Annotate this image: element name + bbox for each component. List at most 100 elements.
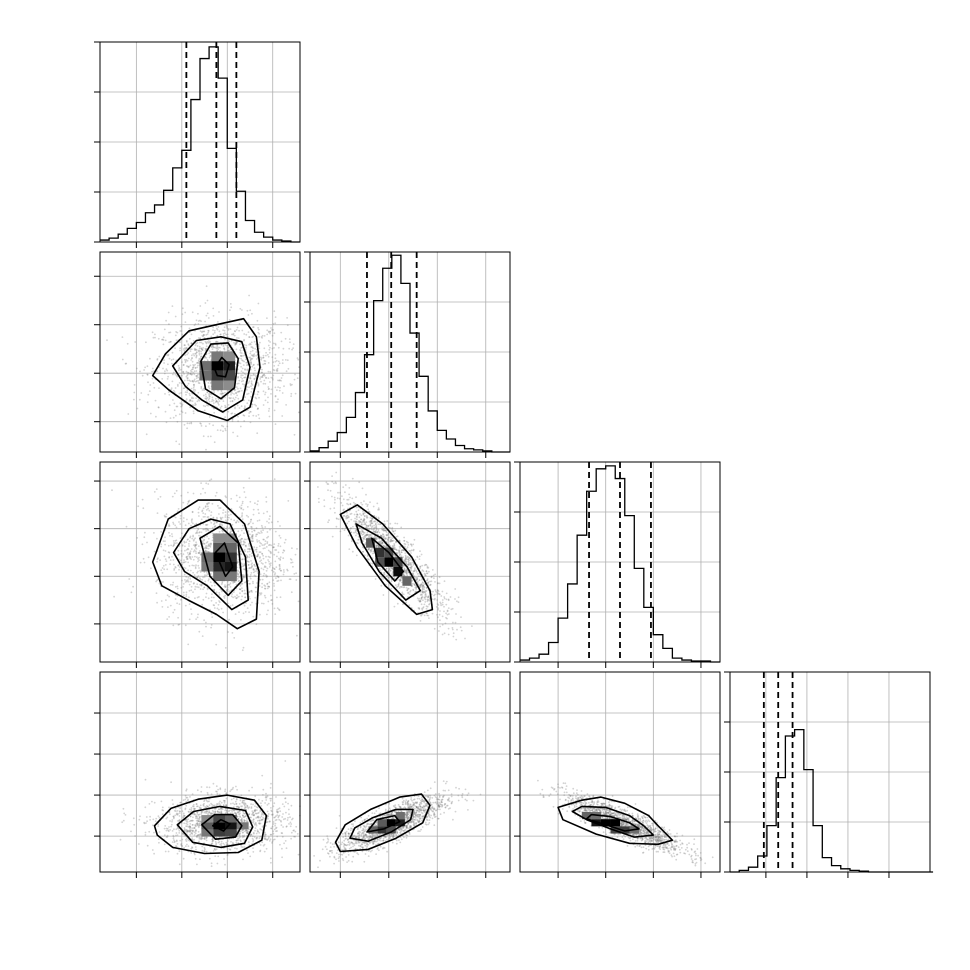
sample-point — [211, 616, 214, 618]
sample-point — [253, 564, 256, 566]
sample-point — [225, 324, 228, 327]
sample-point — [244, 592, 247, 595]
sample-point — [186, 518, 188, 521]
sample-point — [186, 391, 189, 394]
sample-point — [206, 359, 209, 361]
sample-point — [221, 392, 224, 395]
sample-point — [194, 404, 196, 406]
sample-point — [209, 573, 212, 575]
sample-point — [209, 340, 212, 343]
sample-point — [246, 309, 249, 312]
sample-point — [251, 354, 254, 357]
sample-point — [191, 368, 194, 371]
sample-point — [440, 595, 443, 597]
sample-point — [191, 511, 194, 514]
sample-point — [260, 530, 262, 532]
sample-point — [205, 425, 207, 428]
sample-point — [202, 335, 205, 338]
sample-point — [250, 383, 253, 385]
sample-point — [239, 588, 241, 591]
sample-point — [253, 363, 255, 366]
sample-point — [200, 347, 203, 350]
sample-point — [205, 342, 208, 345]
sample-point — [262, 557, 265, 560]
sample-point — [386, 520, 389, 522]
sample-point — [274, 613, 277, 615]
sample-point — [267, 535, 270, 538]
sample-point — [418, 600, 421, 603]
sample-point — [342, 498, 345, 501]
sample-point — [250, 385, 252, 388]
sample-point — [204, 574, 206, 576]
sample-point — [209, 355, 212, 357]
sample-point — [193, 364, 195, 367]
sample-point — [213, 411, 216, 414]
sample-point — [277, 379, 279, 382]
sample-point — [327, 483, 330, 485]
sample-point — [205, 547, 208, 549]
sample-point — [268, 522, 270, 524]
sample-point — [207, 435, 210, 438]
sample-point — [180, 559, 182, 562]
sample-point — [251, 365, 254, 368]
sample-point — [246, 393, 249, 395]
sample-point — [266, 613, 268, 616]
sample-point — [233, 581, 236, 583]
sample-point — [232, 333, 235, 336]
sample-point — [251, 601, 253, 604]
sample-point — [164, 564, 167, 566]
sample-point — [241, 514, 244, 516]
sample-point — [349, 527, 352, 530]
sample-point — [263, 347, 266, 350]
sample-point — [339, 497, 341, 500]
sample-point — [371, 517, 373, 520]
sample-point — [249, 574, 252, 576]
sample-point — [251, 312, 253, 315]
sample-point — [279, 386, 281, 389]
sample-point — [197, 545, 200, 547]
sample-point — [284, 538, 287, 541]
panel-1-0 — [94, 251, 301, 458]
sample-point — [249, 309, 252, 312]
sample-point — [202, 528, 205, 531]
sample-point — [202, 404, 205, 407]
sample-point — [164, 393, 166, 395]
sample-point — [270, 376, 273, 379]
sample-point — [216, 792, 219, 795]
sample-point — [235, 348, 238, 351]
sample-point — [208, 509, 211, 512]
contour-line — [171, 335, 251, 413]
sample-point — [187, 352, 190, 354]
sample-point — [235, 597, 238, 600]
sample-point — [231, 420, 234, 423]
sample-point — [238, 407, 241, 409]
sample-point — [176, 602, 179, 605]
sample-point — [196, 576, 199, 579]
sample-point — [210, 335, 213, 338]
sample-point — [268, 387, 270, 390]
sample-point — [229, 397, 232, 400]
sample-point — [140, 392, 143, 394]
sample-point — [412, 572, 415, 575]
sample-point — [195, 362, 198, 364]
sample-point — [121, 336, 124, 338]
sample-point — [397, 585, 400, 587]
contour-line — [151, 317, 261, 422]
sample-point — [264, 393, 266, 396]
sample-point — [192, 582, 195, 585]
sample-point — [163, 514, 166, 517]
sample-point — [255, 533, 258, 536]
sample-point — [351, 497, 354, 500]
sample-point — [243, 414, 246, 417]
sample-point — [267, 386, 270, 388]
sample-point — [250, 362, 253, 365]
sample-point — [179, 368, 182, 371]
sample-point — [282, 551, 284, 554]
sample-point — [252, 414, 255, 417]
sample-point — [273, 543, 276, 545]
sample-point — [252, 567, 255, 570]
sample-point — [241, 558, 243, 561]
sample-point — [200, 387, 203, 390]
sample-point — [234, 406, 236, 409]
sample-point — [198, 534, 200, 537]
